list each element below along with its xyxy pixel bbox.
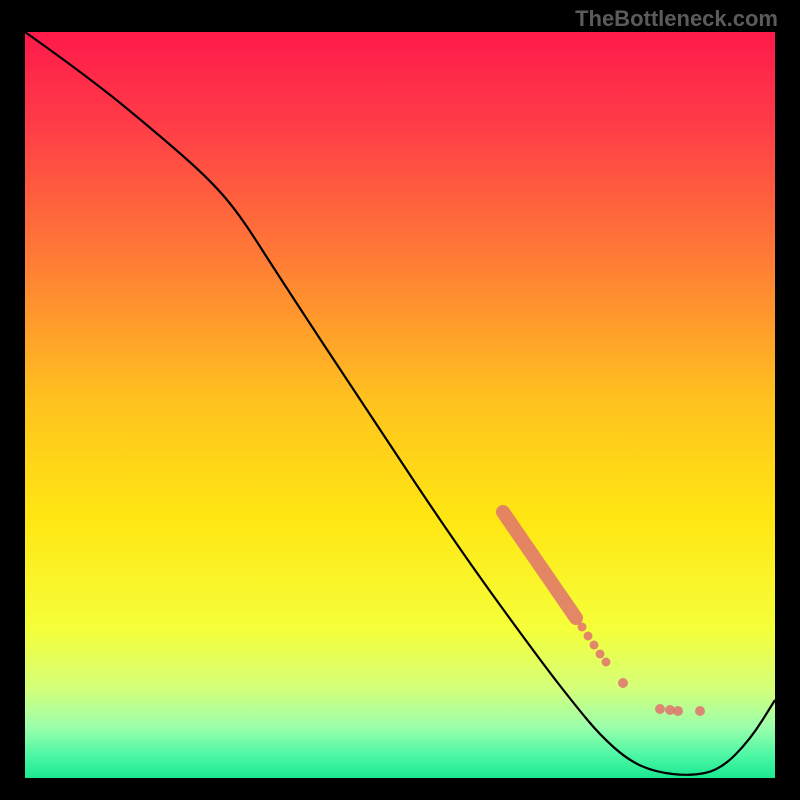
watermark-text: TheBottleneck.com — [575, 6, 778, 32]
marker-dot — [618, 678, 628, 688]
series-line — [25, 32, 775, 775]
marker-dot — [673, 706, 683, 716]
marker-cluster-thick — [503, 512, 576, 618]
chart-svg — [0, 0, 800, 800]
marker-dot — [602, 658, 611, 667]
marker-singles-group — [618, 678, 705, 716]
marker-trail-group — [578, 623, 611, 667]
marker-dot — [596, 650, 605, 659]
marker-dot — [655, 704, 665, 714]
marker-dot — [590, 641, 599, 650]
marker-dot — [695, 706, 705, 716]
marker-dot — [584, 632, 593, 641]
marker-dot — [578, 623, 587, 632]
